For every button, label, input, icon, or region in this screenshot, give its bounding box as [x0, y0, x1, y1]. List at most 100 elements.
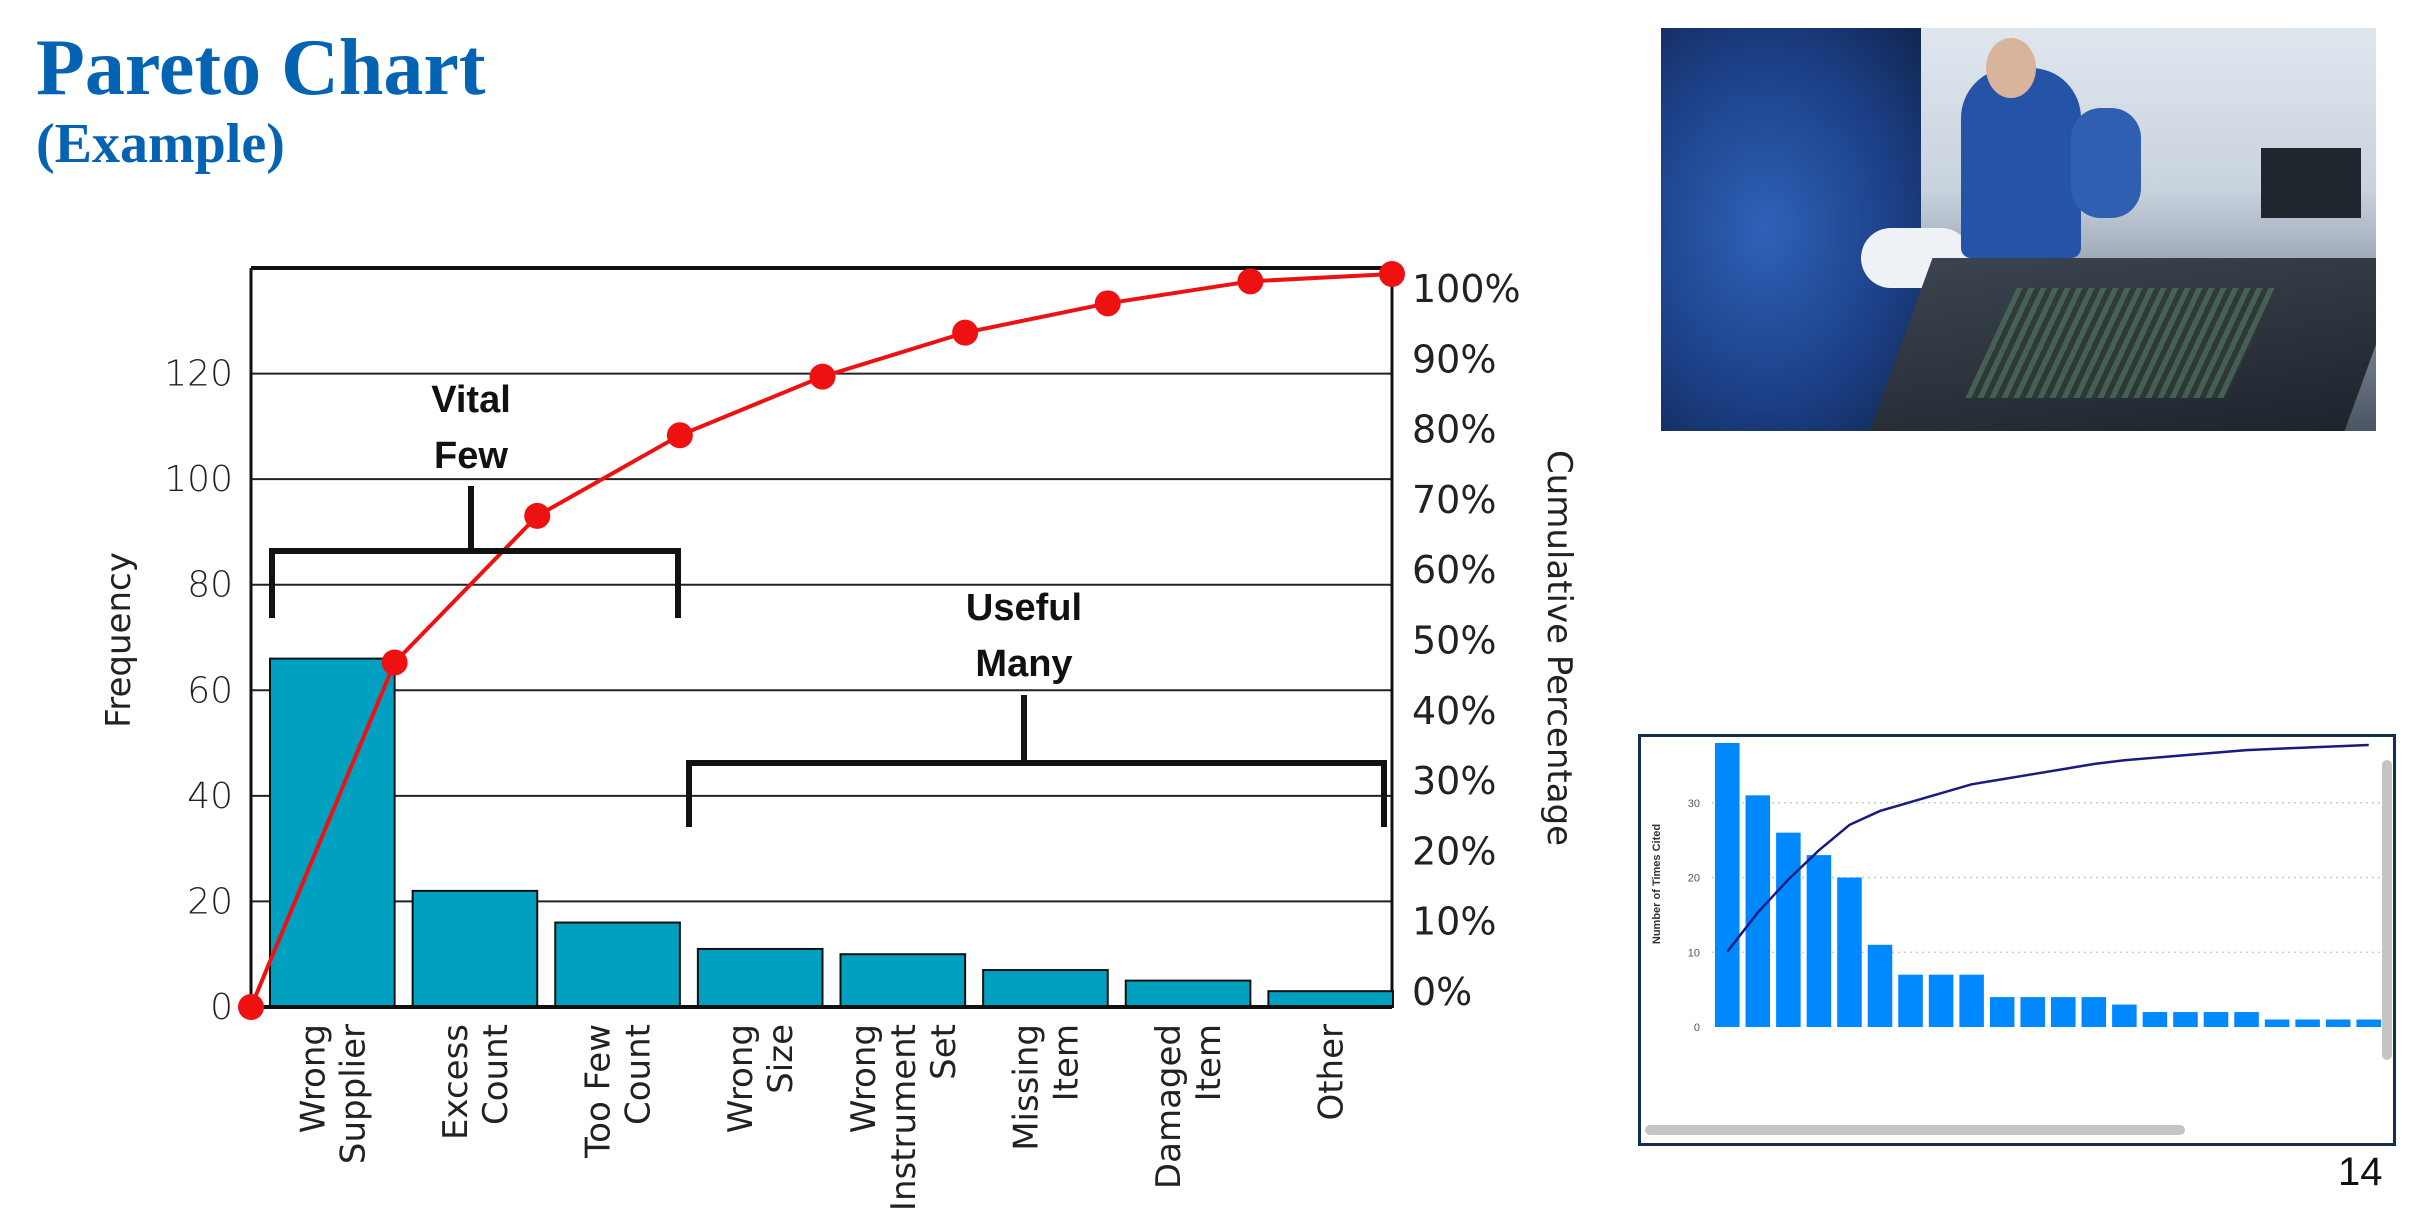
cumulative-point — [809, 363, 836, 390]
cumulative-point — [1094, 290, 1121, 317]
x-tick-label: Supplier — [333, 1024, 373, 1164]
small-bar — [1989, 997, 2015, 1027]
y2-tick-label: 10% — [1412, 900, 1496, 944]
y2-tick-label: 80% — [1412, 408, 1496, 452]
cumulative-point — [666, 422, 693, 449]
small-bar — [2234, 1012, 2259, 1027]
x-tick-label: Wrong — [844, 1024, 884, 1133]
small-x-tick-label: Judgment — [1748, 1026, 1795, 1066]
small-x-tick-label: Inadequate Maintenance — [1844, 1027, 1947, 1111]
y2-tick-label: 30% — [1412, 759, 1496, 803]
small-x-tick-label: Wind — [2073, 1026, 2101, 1051]
small-bar — [1837, 877, 1862, 1027]
page-subtitle: (Example) — [36, 113, 285, 175]
small-y-axis-title: Number of Times Cited — [1651, 824, 1663, 944]
y-tick-label: 20 — [187, 881, 233, 922]
cumulative-point — [952, 319, 979, 346]
cumulative-point — [238, 994, 264, 1020]
y2-tick-label: 40% — [1412, 689, 1496, 733]
y-tick-label: 0 — [210, 987, 233, 1028]
small-x-tick-label: Inaccurate Computation — [2245, 1027, 2344, 1108]
small-bar — [1715, 743, 1740, 1027]
x-tick-label: Instrument — [884, 1024, 924, 1210]
y2-tick-label: 60% — [1412, 548, 1496, 592]
x-tick-label: Count — [476, 1024, 516, 1125]
small-y-tick-label: 20 — [1688, 873, 1700, 885]
small-x-tick-label: ...k Of Planned M — [2392, 1026, 2412, 1088]
useful-many-label: Many — [975, 643, 1072, 685]
small-bar — [1806, 855, 1832, 1027]
bar — [982, 969, 1109, 1008]
small-x-tick-label: Mechanical Failure — [1745, 1027, 1825, 1093]
x-tick-label: Count — [619, 1024, 659, 1125]
x-tick-label: Excess — [436, 1024, 476, 1140]
bar — [839, 953, 967, 1009]
x-tick-label: Other — [1312, 1024, 1352, 1121]
vital-few-bracket — [269, 486, 681, 618]
page-title: Pareto Chart — [36, 24, 486, 112]
horizontal-scrollbar[interactable] — [1645, 1125, 2185, 1135]
cumulative-point — [1379, 261, 1405, 287]
small-x-tick-label: Equipment/System Design — [2082, 1027, 2192, 1116]
small-bar — [1928, 974, 1954, 1027]
vertical-scrollbar[interactable] — [2382, 760, 2392, 1060]
page-number: 14 — [2338, 1150, 2383, 1194]
y-tick-label: 120 — [164, 354, 233, 395]
small-bar — [1776, 832, 1801, 1027]
small-x-tick-label: Sabotage/Suspected Illegal Activity — [1835, 1026, 1979, 1142]
vital-few-label: Vital — [431, 379, 511, 421]
small-bar — [2081, 997, 2107, 1027]
y-tick-label: 100 — [164, 459, 233, 500]
bar — [411, 889, 539, 1008]
x-tick-label: Wrong — [721, 1024, 761, 1133]
small-y-tick-label: 10 — [1688, 947, 1700, 959]
small-x-tick-label: Procedural Error — [1693, 1026, 1765, 1086]
small-bar — [2173, 1012, 2198, 1027]
small-x-tick-label: Improper Equipment Use — [2118, 1027, 2222, 1112]
small-x-tick-label: Inexperience — [2073, 1027, 2130, 1075]
small-bar — [1867, 944, 1893, 1027]
small-y-tick-label: 30 — [1688, 798, 1700, 810]
cumulative-point — [1237, 268, 1264, 295]
x-tick-label: Set — [924, 1024, 964, 1080]
small-bar — [2020, 997, 2045, 1027]
small-bar — [2051, 997, 2076, 1027]
y-axis-title: Frequency — [99, 552, 139, 728]
y-tick-label: 80 — [187, 565, 233, 606]
bar — [1267, 990, 1394, 1009]
small-bar — [1959, 974, 1984, 1027]
x-tick-label: Too Few — [579, 1024, 619, 1159]
y-tick-label: 40 — [187, 776, 233, 817]
x-tick-label: Wrong — [293, 1024, 333, 1133]
x-tick-label: Item — [1189, 1024, 1229, 1101]
bar — [554, 921, 681, 1008]
small-x-tick-label: Deliberate Violation — [2078, 1027, 2160, 1095]
y2-tick-label: 20% — [1412, 829, 1496, 873]
small-x-tick-label: Poor Oversight — [2004, 1026, 2070, 1081]
small-x-tick-label: Inadequate Procedure/Policy — [1920, 1026, 2040, 1123]
small-x-tick-label: Electronics Failure — [2235, 1027, 2314, 1092]
small-x-tick-label: Installation — [2204, 1027, 2253, 1069]
x-tick-label: Damaged — [1149, 1024, 1189, 1189]
small-x-tick-label: Unknown — [1842, 1027, 1886, 1065]
small-cumulative-line — [1726, 743, 2369, 953]
bar — [1124, 979, 1252, 1008]
small-bar — [1898, 974, 1923, 1027]
small-x-tick-label: ...equate Implementation of Planned... — [2221, 1027, 2375, 1151]
factory-workers-photo — [1661, 28, 2376, 431]
small-bar — [2356, 1019, 2381, 1027]
small-x-tick-label: Inattention/Distra... — [1653, 1027, 1733, 1093]
small-bar — [2112, 1004, 2137, 1027]
y2-tick-label: 100% — [1412, 267, 1521, 311]
small-x-tick-label: Electrical Failure — [1845, 1027, 1916, 1087]
x-tick-label: Item — [1046, 1024, 1086, 1101]
small-y-tick-label: 0 — [1694, 1022, 1700, 1034]
y-tick-label: 60 — [187, 670, 233, 711]
y2-axis-title: Cumulative Percentage — [1539, 450, 1579, 846]
small-bar — [2203, 1012, 2229, 1027]
cumulative-point — [524, 502, 551, 529]
y2-tick-label: 50% — [1412, 619, 1496, 663]
vital-few-label: Few — [434, 435, 508, 477]
bar — [696, 947, 824, 1009]
